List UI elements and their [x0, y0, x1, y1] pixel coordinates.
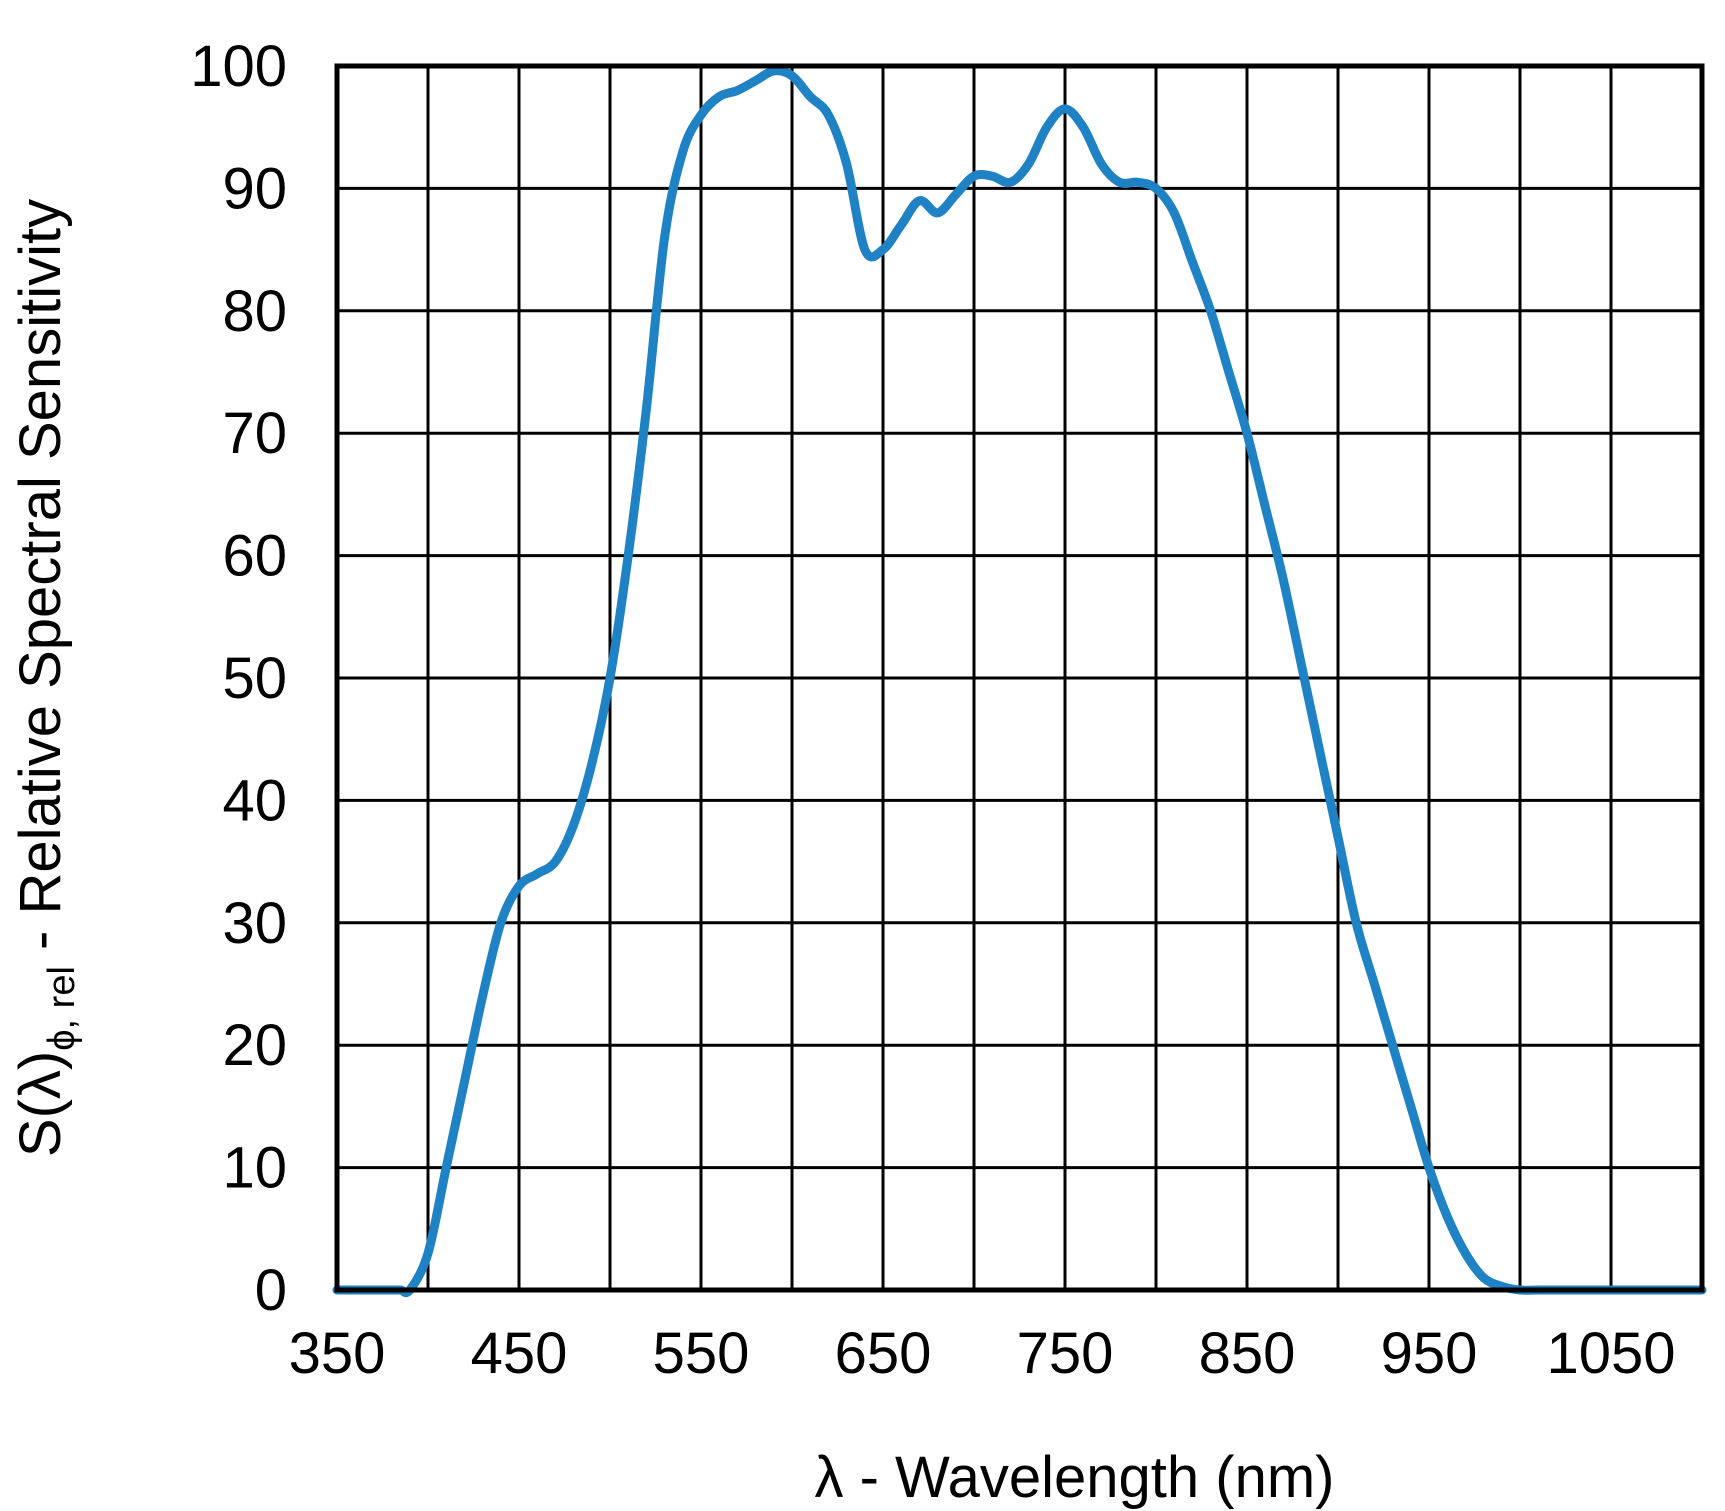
plot-area-border: [334, 63, 1705, 1293]
series-layer: [332, 66, 1707, 1298]
y-tick-label: 20: [222, 1013, 287, 1078]
y-axis-title-main: S(λ): [8, 1051, 73, 1157]
y-axis-tick-labels: 0 10 20 30 40 50 60 70 80 90 100: [190, 34, 287, 1323]
x-tick-label: 350: [289, 1321, 386, 1386]
y-tick-label: 70: [222, 401, 287, 466]
x-axis-tick-labels: 350 450 550 650 750 850 950 1050: [289, 1321, 1676, 1386]
y-tick-label: 90: [222, 156, 287, 221]
x-tick-label: 750: [1017, 1321, 1114, 1386]
y-tick-label: 0: [255, 1258, 287, 1323]
y-tick-label: 40: [222, 768, 287, 833]
x-tick-label: 450: [471, 1321, 568, 1386]
x-axis-title: λ - Wavelength (nm): [815, 1445, 1335, 1510]
grid-lines: [337, 66, 1702, 1290]
y-tick-label: 30: [222, 891, 287, 956]
y-tick-label: 50: [222, 646, 287, 711]
x-tick-label: 550: [653, 1321, 750, 1386]
y-tick-label: 10: [222, 1136, 287, 1201]
sensitivity-curve-line: [332, 66, 1707, 1298]
x-tick-label: 850: [1199, 1321, 1296, 1386]
y-axis-title-subscript: ϕ, rel: [41, 966, 83, 1051]
y-tick-label: 80: [222, 279, 287, 344]
y-tick-label: 100: [190, 34, 287, 99]
y-axis-title: S(λ)ϕ, rel - Relative Spectral Sensitivi…: [8, 199, 83, 1157]
x-tick-label: 650: [835, 1321, 932, 1386]
y-tick-label: 60: [222, 524, 287, 589]
x-tick-label: 950: [1381, 1321, 1478, 1386]
x-tick-label: 1050: [1546, 1321, 1675, 1386]
y-axis-title-suffix: - Relative Spectral Sensitivity: [8, 199, 73, 966]
